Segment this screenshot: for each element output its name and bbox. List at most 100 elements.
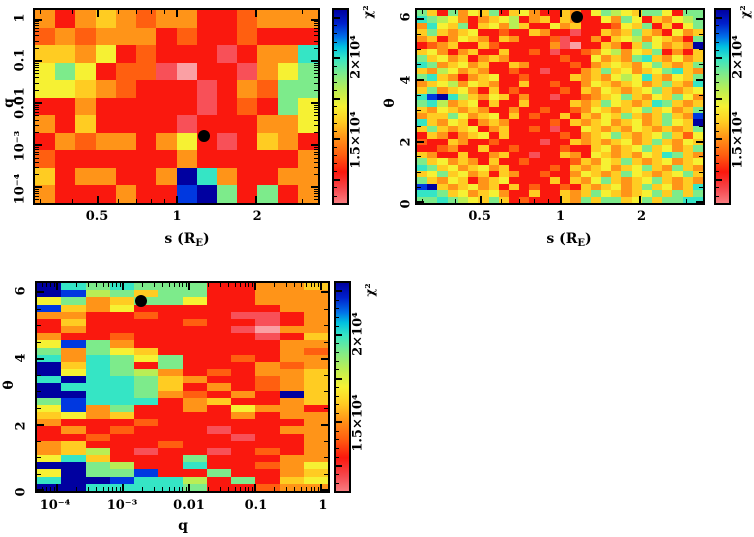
heatmap-row <box>417 29 704 36</box>
heatmap-cell <box>478 29 489 36</box>
heatmap-cell <box>519 145 530 152</box>
panel-c-xaxis-title: q <box>178 518 188 536</box>
heatmap-cell <box>570 87 581 94</box>
heatmap-cell <box>539 170 550 178</box>
heatmap-cell <box>134 283 159 291</box>
heatmap-cell <box>652 119 663 126</box>
heatmap-cell <box>303 304 328 312</box>
heatmap-cell <box>692 125 704 133</box>
heatmap-cell <box>600 106 612 113</box>
heatmap-row <box>417 138 704 146</box>
y-tick-mark <box>37 423 44 426</box>
x-tick-mark <box>686 199 688 203</box>
heatmap-cell <box>529 67 540 75</box>
heatmap-cell <box>37 376 62 384</box>
colorbar-b <box>714 8 731 205</box>
heatmap-cell <box>539 35 550 43</box>
heatmap-cell <box>560 80 571 88</box>
heatmap-cell <box>652 138 663 146</box>
heatmap-cell <box>488 48 499 56</box>
heatmap-cell <box>279 440 304 448</box>
heatmap-cell <box>109 318 134 327</box>
x-tick-mark <box>72 10 74 14</box>
heatmap-cell <box>257 97 278 116</box>
heatmap-cell <box>206 297 231 305</box>
heatmap-row <box>35 150 319 168</box>
heatmap-cell <box>206 376 231 384</box>
heatmap-cell <box>447 55 458 62</box>
y-tick-mark <box>314 77 318 79</box>
colorbar-b-title: χ² <box>738 5 752 19</box>
heatmap-cell <box>437 10 448 17</box>
heatmap-cell <box>672 35 683 43</box>
x-tick-mark <box>164 10 166 14</box>
heatmap-cell <box>297 45 319 63</box>
x-tick-mark <box>534 199 536 203</box>
y-tick-label: 6 <box>13 286 29 296</box>
heatmap-cell <box>427 87 438 94</box>
x-tick-mark <box>234 487 236 491</box>
heatmap-cell <box>621 61 632 68</box>
heatmap-cell <box>560 164 571 171</box>
y-tick-mark <box>314 161 318 163</box>
heatmap-cell <box>600 35 612 43</box>
heatmap-cell <box>682 67 693 75</box>
heatmap-cell <box>427 100 438 107</box>
heatmap-cell <box>255 383 280 391</box>
heatmap-cell <box>621 145 632 152</box>
heatmap-cell <box>662 10 673 17</box>
heatmap-cell <box>231 326 256 334</box>
heatmap-cell <box>539 16 550 23</box>
heatmap-cell <box>95 97 116 116</box>
heatmap-cell <box>621 29 632 36</box>
y-tick-mark <box>417 94 421 96</box>
heatmap-cell <box>641 35 653 43</box>
heatmap-row <box>35 10 319 28</box>
heatmap-row <box>37 354 328 362</box>
heatmap-cell <box>652 35 663 43</box>
heatmap-cell <box>279 340 304 348</box>
heatmap-cell <box>672 196 683 204</box>
y-tick-mark <box>37 440 41 442</box>
heatmap-row <box>417 48 704 56</box>
y-tick-mark <box>334 122 337 124</box>
panel-a-best-fit-marker <box>197 130 210 143</box>
heatmap-cell <box>196 80 217 98</box>
heatmap-cell <box>134 440 159 448</box>
heatmap-cell <box>539 125 550 133</box>
heatmap-cell <box>682 106 693 113</box>
heatmap-cell <box>85 419 110 427</box>
heatmap-cell <box>529 29 540 36</box>
heatmap-cell <box>611 119 622 126</box>
heatmap-cell <box>115 132 137 151</box>
y-tick-mark <box>417 110 421 112</box>
heatmap-cell <box>37 455 62 463</box>
heatmap-cell <box>447 93 458 101</box>
heatmap-cell <box>498 177 509 184</box>
heatmap-cell <box>570 183 581 191</box>
heatmap-cell <box>37 476 62 484</box>
heatmap-cell <box>303 361 328 370</box>
heatmap-cell <box>158 297 183 305</box>
heatmap-cell <box>549 55 561 62</box>
heatmap-cell <box>457 42 469 49</box>
heatmap-cell <box>457 183 469 191</box>
heatmap-cell <box>134 462 159 470</box>
heatmap-cell <box>468 138 479 146</box>
heatmap-cell <box>549 119 561 126</box>
x-tick-label: 0.01 <box>173 498 205 513</box>
heatmap-cell <box>279 483 304 491</box>
heatmap-cell <box>529 190 540 197</box>
heatmap-cell <box>427 80 438 88</box>
heatmap-cell <box>498 132 509 139</box>
heatmap-cell <box>134 361 159 370</box>
heatmap-cell <box>134 447 159 456</box>
x-tick-mark <box>39 10 41 14</box>
heatmap-cell <box>672 61 683 68</box>
heatmap-cell <box>641 87 653 94</box>
heatmap-cell <box>652 42 663 49</box>
heatmap-cell <box>662 87 673 94</box>
heatmap-cell <box>115 97 137 116</box>
heatmap-cell <box>35 10 56 28</box>
heatmap-cell <box>182 476 207 484</box>
